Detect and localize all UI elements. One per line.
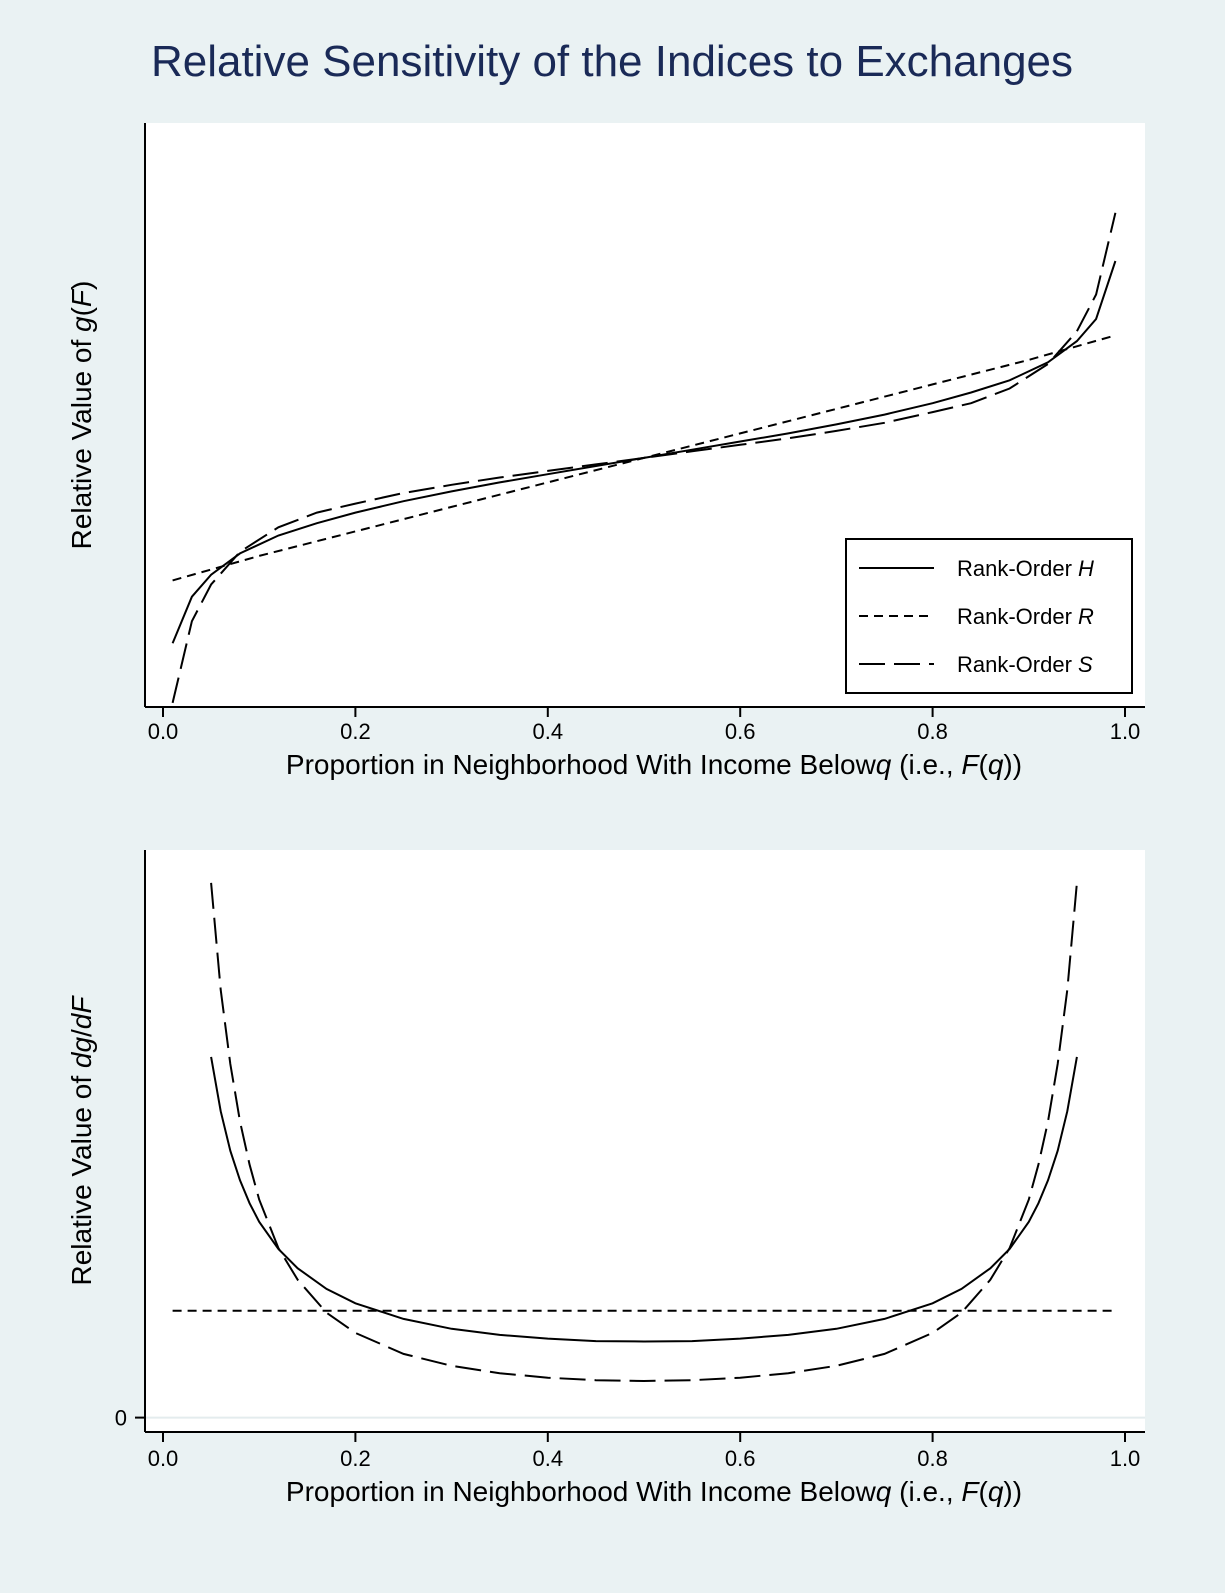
x-axis-title: Proportion in Neighborhood With Income B… [286,749,1022,780]
top-panel: 0.0 0.2 0.4 0.6 0.8 1.0 Proportion in Neighbor… [66,123,1145,780]
x-tick-label: 0.2 [340,719,371,744]
legend-label: Rank-Order H [957,556,1094,581]
series-line-rank-order-h [210,1056,1078,1343]
x-tick-label: 0.6 [725,1446,756,1471]
y-axis-title: Relative Value of g(F) [66,281,97,550]
x-tick-label: 0.6 [725,719,756,744]
x-tick-label: 1.0 [1110,1446,1141,1471]
chart-title: Relative Sensitivity of the Indices to E… [151,37,1073,86]
x-axis-title: Proportion in Neighborhood With Income B… [286,1476,1022,1507]
y-tick-label: 0 [115,1406,127,1431]
x-tick-label: 0.8 [917,1446,948,1471]
legend-label: Rank-Order S [957,652,1093,677]
bottom-panel: 0.0 0.2 0.4 0.6 0.8 1.0 0 Proportion in Neighbo… [66,850,1145,1507]
x-tick-label: 0.0 [148,719,179,744]
series-line-rank-order-s [210,882,1078,1383]
x-tick-label: 0.4 [533,719,564,744]
x-tick-label: 0.4 [533,1446,564,1471]
plot-area [145,850,1145,1432]
y-axis-title: Relative Value of dg/dF [66,995,97,1286]
x-tick-label: 0.0 [148,1446,179,1471]
x-tick-label: 0.2 [340,1446,371,1471]
legend: Rank-Order H Rank-Order R Rank-Order S [845,538,1133,694]
x-tick-label: 1.0 [1110,719,1141,744]
series-line-rank-order-s [171,212,1117,704]
series-line-rank-order-r [172,334,1116,582]
x-tick-label: 0.8 [917,719,948,744]
legend-label: Rank-Order R [957,604,1094,629]
